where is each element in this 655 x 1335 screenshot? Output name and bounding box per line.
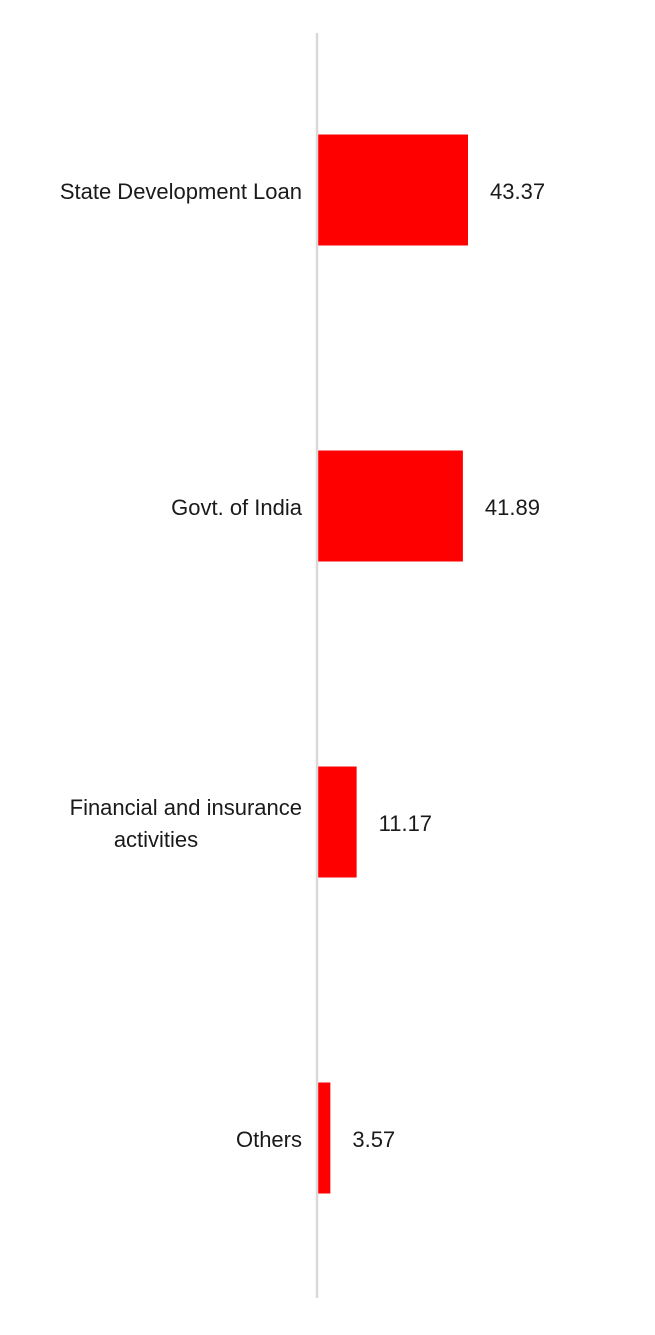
data-label: 43.37 (490, 179, 545, 204)
bars-group (318, 134, 468, 1194)
data-label: 11.17 (379, 811, 432, 836)
category-labels-group: State Development Loan Govt. of India Fina… (60, 179, 303, 1152)
category-label: activities (114, 827, 198, 852)
category-label: State Development Loan (60, 179, 302, 204)
category-label: Financial and insurance (70, 795, 302, 820)
value-labels-group: 43.37 41.89 11.17 3.57 (352, 179, 545, 1152)
bar (318, 1082, 331, 1194)
category-label: Govt. of India (171, 495, 303, 520)
category-label: Others (236, 1127, 302, 1152)
bar (318, 766, 357, 878)
data-label: 3.57 (352, 1127, 395, 1152)
bar (318, 134, 468, 246)
data-label: 41.89 (485, 495, 540, 520)
bar (318, 450, 463, 562)
